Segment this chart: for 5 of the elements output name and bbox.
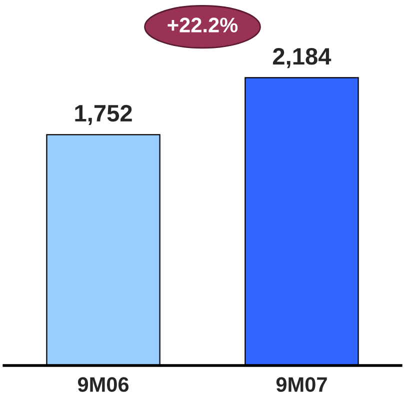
data-label: 2,184	[273, 48, 332, 68]
x-tick-label: 9M06	[78, 377, 129, 392]
x-tick-label: 9M07	[276, 377, 327, 392]
text: +22.2%	[168, 18, 238, 32]
data-label: 1,752	[75, 104, 132, 126]
